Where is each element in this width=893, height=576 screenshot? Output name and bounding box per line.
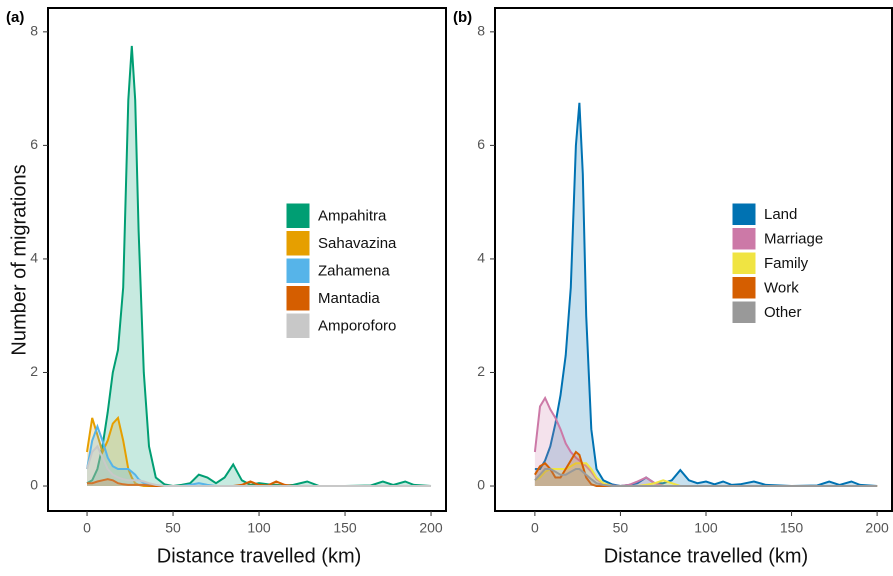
area-fill — [87, 479, 432, 487]
x-tick-label: 200 — [865, 520, 889, 536]
legend-label: Ampahitra — [318, 208, 387, 225]
legend-swatch — [731, 276, 757, 300]
y-tick-label: 4 — [30, 250, 38, 266]
plot-frame — [494, 7, 893, 512]
area-fill — [534, 469, 878, 487]
y-tick-label: 8 — [477, 23, 485, 39]
legend-swatch — [285, 285, 311, 312]
legend-label: Other — [764, 304, 802, 321]
legend-swatch — [285, 312, 311, 339]
legend-swatch — [285, 202, 311, 229]
y-axis-title: Number of migrations — [8, 164, 30, 355]
legend-swatch — [731, 251, 757, 275]
legend-label: Zahamena — [318, 263, 390, 280]
y-tick-label: 2 — [30, 363, 38, 379]
y-tick-label: 6 — [30, 136, 38, 152]
area-fill — [87, 426, 432, 487]
legend-swatch — [731, 202, 757, 226]
x-tick-label: 50 — [613, 520, 629, 536]
legend-label: Land — [764, 206, 797, 223]
area-fill — [87, 46, 432, 487]
legend-swatch — [731, 227, 757, 251]
x-tick-label: 150 — [333, 520, 357, 536]
y-tick-label: 0 — [477, 477, 485, 493]
area-fill — [534, 398, 878, 487]
legend-label: Marriage — [764, 231, 823, 248]
legend-swatch — [285, 230, 311, 257]
x-tick-label: 100 — [694, 520, 718, 536]
density-line — [86, 444, 431, 487]
density-line — [534, 468, 878, 487]
x-tick-label: 200 — [419, 520, 443, 536]
x-tick-label: 0 — [531, 520, 539, 536]
y-tick-label: 0 — [30, 477, 38, 493]
legend-swatch — [731, 300, 757, 324]
plot-frame — [47, 7, 447, 512]
x-axis-title: Distance travelled (km) — [157, 545, 362, 567]
y-tick-label: 2 — [477, 363, 485, 379]
y-tick-label: 6 — [477, 136, 485, 152]
x-tick-label: 100 — [247, 520, 271, 536]
area-fill — [87, 446, 432, 487]
x-tick-label: 150 — [780, 520, 804, 536]
legend-label: Sahavazina — [318, 235, 397, 252]
legend-label: Work — [764, 280, 799, 297]
panel-label: (a) — [6, 9, 24, 26]
area-fill — [534, 463, 878, 487]
legend-swatch — [285, 257, 311, 284]
legend-label: Amporoforo — [318, 318, 396, 335]
y-tick-label: 4 — [477, 250, 485, 266]
panel-label: (b) — [453, 9, 472, 26]
legend-label: Mantadia — [318, 290, 380, 307]
legend-label: Family — [764, 255, 809, 272]
y-tick-label: 8 — [30, 23, 38, 39]
x-axis-title: Distance travelled (km) — [604, 545, 809, 567]
area-fill — [534, 452, 878, 487]
x-tick-label: 0 — [83, 520, 91, 536]
x-tick-label: 50 — [165, 520, 181, 536]
